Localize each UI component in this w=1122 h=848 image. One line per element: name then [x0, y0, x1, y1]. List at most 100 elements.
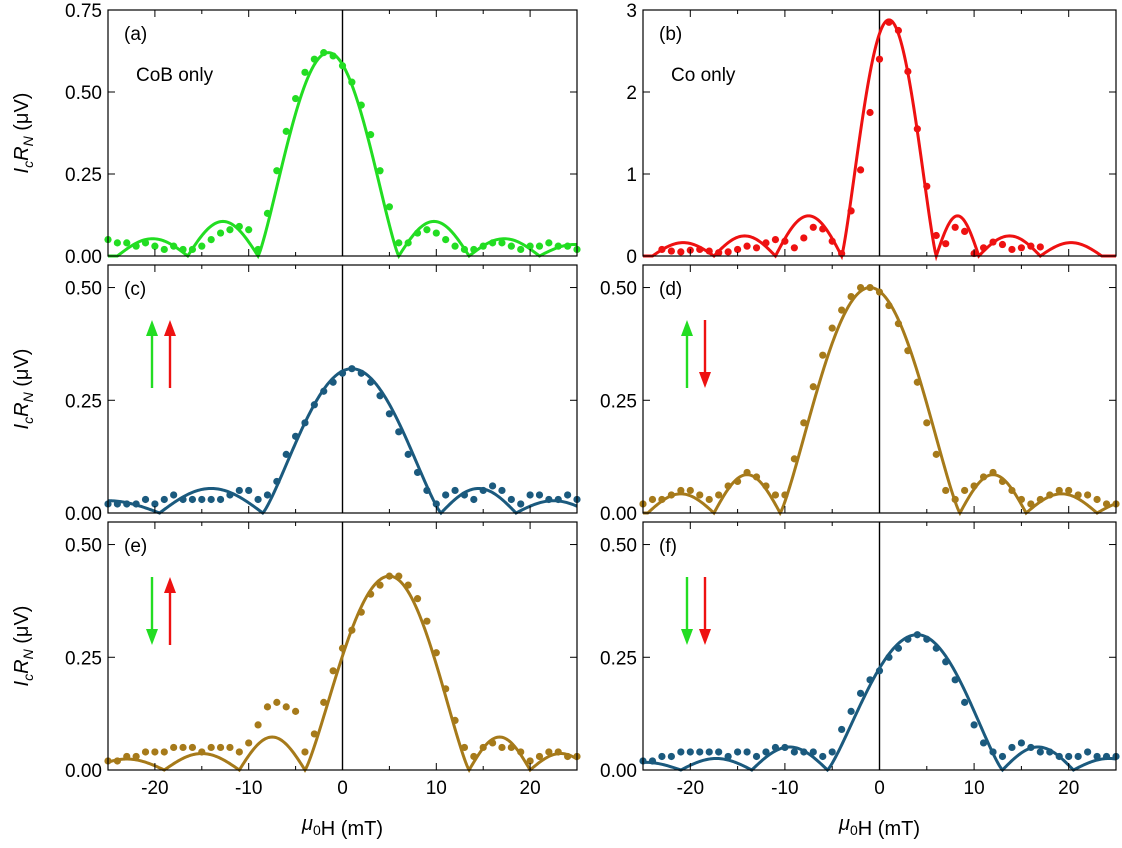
arrow-head	[681, 320, 693, 336]
data-point	[875, 288, 884, 296]
data-point	[282, 450, 290, 458]
y-axis-label-unit: (μV)	[11, 93, 33, 137]
data-point	[771, 236, 780, 244]
data-point	[1027, 242, 1035, 250]
data-point	[781, 743, 789, 752]
arrow-head	[699, 372, 711, 388]
data-point	[762, 482, 770, 490]
data-point	[545, 495, 553, 504]
data-point	[263, 703, 272, 711]
data-point	[179, 743, 187, 752]
y-axis-label-c: c	[20, 417, 36, 424]
data-point	[866, 108, 874, 117]
data-point	[724, 248, 732, 256]
data-point	[705, 748, 713, 756]
x-axis-label-sub: 0	[313, 822, 321, 838]
data-point	[216, 229, 225, 237]
data-point	[904, 635, 912, 643]
data-point	[658, 495, 666, 504]
arrow-down-icon	[681, 577, 693, 645]
data-point	[743, 468, 751, 477]
data-point	[1017, 244, 1025, 252]
y-tick-label: 0.00	[65, 504, 102, 525]
data-point	[113, 757, 121, 765]
data-point	[310, 55, 318, 63]
arrow-down-icon	[699, 320, 711, 388]
data-point	[724, 752, 732, 761]
y-axis-label-I: I	[11, 423, 33, 429]
data-point	[961, 486, 969, 495]
data-point	[648, 495, 657, 504]
data-point	[367, 590, 375, 598]
data-point	[847, 207, 855, 215]
data-point	[989, 468, 997, 477]
data-point	[432, 649, 440, 657]
y-axis-label-c: c	[20, 674, 36, 681]
x-axis-label: μ0H (mT)	[301, 813, 383, 840]
data-point	[1036, 495, 1044, 504]
data-point	[913, 631, 921, 639]
data-point	[1093, 752, 1101, 761]
data-point	[743, 242, 751, 250]
data-point	[819, 225, 827, 233]
data-point	[488, 482, 497, 490]
data-point	[320, 387, 328, 395]
data-point	[951, 495, 959, 504]
y-axis-label-N: N	[20, 135, 36, 146]
data-point	[885, 653, 893, 661]
y-tick-label: 1	[626, 165, 637, 186]
data-point	[667, 247, 675, 255]
data-point	[442, 685, 450, 693]
data-point	[188, 495, 197, 504]
arrow-up-icon	[164, 577, 176, 645]
data-point	[376, 581, 384, 589]
data-point	[517, 500, 525, 508]
data-point	[809, 223, 817, 231]
data-point	[1027, 743, 1035, 752]
data-point	[809, 383, 817, 391]
y-tick-label: 0.00	[65, 247, 102, 268]
fit-curve	[643, 18, 1116, 262]
data-point	[696, 491, 704, 499]
data-point	[951, 223, 959, 231]
data-point	[564, 491, 572, 499]
arrow-up-icon	[146, 320, 158, 388]
arrow-head	[164, 320, 176, 336]
y-tick-label: 0.00	[65, 761, 102, 782]
panel-annotation: CoB only	[136, 65, 214, 86]
y-tick-label: 0.25	[65, 648, 102, 669]
panel-label: (d)	[659, 279, 682, 300]
data-point	[715, 748, 723, 756]
arrow-head	[681, 629, 693, 645]
data-point	[828, 324, 836, 332]
data-point	[734, 245, 742, 254]
data-point	[951, 676, 959, 684]
data-point	[470, 245, 478, 254]
y-tick-label: 0.50	[600, 536, 637, 557]
data-point	[535, 752, 544, 761]
data-point	[517, 748, 525, 756]
data-point	[367, 131, 375, 139]
x-axis-label-mu: μ	[838, 813, 850, 835]
panel-e: -20 -10 0 10 200.000.250.50 (e)IcRN (μV)μ0H (…	[11, 521, 581, 840]
data-point	[413, 595, 422, 603]
data-point	[535, 242, 544, 250]
data-point	[1046, 748, 1054, 756]
y-tick-label: 0.00	[600, 761, 637, 782]
data-point	[1008, 245, 1016, 254]
x-tick-label: 0	[337, 778, 348, 799]
x-tick-label: -20	[141, 778, 168, 799]
data-point	[705, 495, 713, 504]
y-axis-label-I: I	[11, 167, 33, 173]
data-point	[188, 245, 197, 254]
data-point	[226, 491, 234, 499]
data-point	[207, 495, 215, 504]
data-point	[1008, 486, 1016, 495]
data-point	[564, 752, 572, 761]
data-point	[348, 78, 356, 86]
data-point	[1102, 500, 1111, 508]
data-point	[545, 748, 553, 756]
panel-f: -20 -10 0 10 200.000.250.50 (f)μ0H (mT)	[600, 521, 1120, 840]
x-axis-label-mu: μ	[301, 813, 313, 835]
arrow-down-icon	[699, 577, 711, 645]
